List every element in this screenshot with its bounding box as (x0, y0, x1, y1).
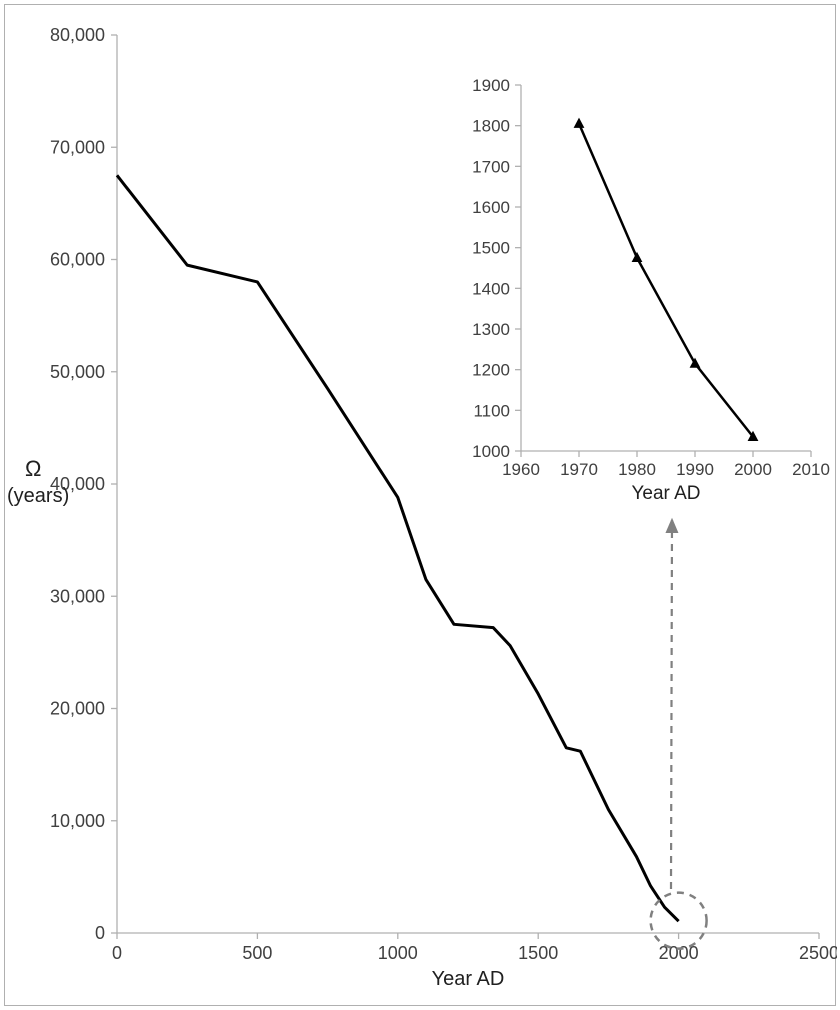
y-tick-label: 10,000 (50, 811, 105, 831)
y-tick-label: 70,000 (50, 137, 105, 157)
inset-y-tick-label: 1300 (472, 320, 510, 339)
inset-y-tick-label: 1000 (472, 442, 510, 461)
inset-x-tick-label: 2010 (792, 460, 830, 479)
inset-x-axis-label: Year AD (631, 483, 700, 504)
x-tick-label: 1500 (518, 943, 558, 963)
y-tick-label: 0 (95, 923, 105, 943)
x-tick-label: 500 (242, 943, 272, 963)
inset-y-tick-label: 1900 (472, 76, 510, 95)
inset-y-tick-label: 1400 (472, 279, 510, 298)
inset-x-tick-label: 1980 (618, 460, 656, 479)
x-tick-label: 1000 (378, 943, 418, 963)
chart-frame: 05001000150020002500010,00020,00030,0004… (4, 4, 836, 1006)
y-tick-label: 60,000 (50, 250, 105, 270)
y-tick-label: 20,000 (50, 699, 105, 719)
y-tick-label: 30,000 (50, 586, 105, 606)
y-tick-label: 80,000 (50, 25, 105, 45)
inset-y-tick-label: 1700 (472, 157, 510, 176)
inset-y-tick-label: 1500 (472, 239, 510, 258)
inset-y-tick-label: 1200 (472, 361, 510, 380)
x-tick-label: 2500 (799, 943, 837, 963)
inset-x-tick-label: 1990 (676, 460, 714, 479)
inset-y-tick-label: 1600 (472, 198, 510, 217)
y-tick-label: 50,000 (50, 362, 105, 382)
x-tick-label: 0 (112, 943, 122, 963)
y-axis-label-units: (years) (7, 485, 69, 507)
inset-x-tick-label: 1960 (502, 460, 540, 479)
inset-y-tick-label: 1800 (472, 117, 510, 136)
y-axis-label-symbol: Ω (25, 456, 41, 481)
inset-y-tick-label: 1100 (473, 401, 510, 420)
inset-x-tick-label: 2000 (734, 460, 772, 479)
x-axis-label: Year AD (432, 968, 505, 990)
callout-arrow (671, 520, 672, 889)
inset-x-tick-label: 1970 (560, 460, 598, 479)
